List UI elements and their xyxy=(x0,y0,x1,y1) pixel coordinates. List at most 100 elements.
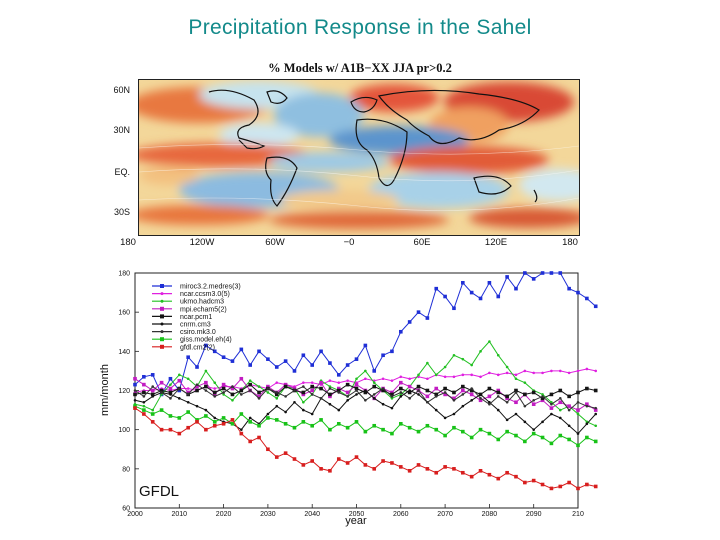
data-point xyxy=(346,395,349,398)
data-point xyxy=(372,393,376,396)
data-point xyxy=(248,439,252,444)
data-point xyxy=(426,361,429,365)
data-point xyxy=(452,306,456,311)
data-point xyxy=(523,392,527,397)
data-point xyxy=(354,455,359,459)
data-point xyxy=(443,391,447,394)
data-point xyxy=(416,310,421,314)
data-point xyxy=(452,375,456,379)
data-point xyxy=(576,432,580,435)
data-point xyxy=(576,412,580,416)
data-point xyxy=(514,377,518,381)
data-point xyxy=(310,393,314,396)
data-point xyxy=(319,397,323,400)
data-point xyxy=(425,394,430,399)
data-point xyxy=(239,347,244,352)
data-point xyxy=(328,394,332,399)
data-point xyxy=(168,386,173,391)
data-point xyxy=(266,391,270,394)
data-point xyxy=(407,320,412,324)
data-point xyxy=(204,427,208,432)
data-point xyxy=(177,416,182,420)
data-point xyxy=(310,388,314,393)
data-point xyxy=(488,402,491,406)
data-point xyxy=(231,385,234,388)
data-point xyxy=(407,384,412,389)
data-point xyxy=(461,280,465,285)
data-point xyxy=(133,404,137,408)
data-point xyxy=(593,304,598,309)
data-point xyxy=(257,349,261,354)
data-point xyxy=(514,474,518,479)
legend-item: cnrm.cm3 xyxy=(152,322,211,329)
data-point xyxy=(549,441,554,446)
data-point xyxy=(257,390,261,395)
data-point xyxy=(364,389,367,392)
data-point xyxy=(364,398,367,402)
data-point xyxy=(452,353,456,357)
y-tick-label: 80 xyxy=(122,466,130,473)
data-point xyxy=(240,428,243,431)
data-point xyxy=(443,365,447,369)
data-point xyxy=(186,387,190,390)
y-tick-label: 120 xyxy=(118,388,130,395)
x-tick-label: 2010 xyxy=(172,511,188,518)
data-point xyxy=(390,349,394,354)
x-tick-label: 2020 xyxy=(216,511,232,518)
data-point xyxy=(186,425,190,430)
data-point xyxy=(381,353,385,358)
x-tick-label: 2070 xyxy=(437,511,453,518)
coastlines xyxy=(208,89,540,207)
data-point xyxy=(531,402,536,407)
data-point xyxy=(221,421,226,426)
data-point xyxy=(230,392,235,397)
legend-label: gfdl.cm2(2) xyxy=(180,344,215,351)
legend-item: mpi.echam5(2) xyxy=(152,306,227,313)
data-point xyxy=(461,384,465,389)
data-point xyxy=(293,389,296,392)
data-point xyxy=(585,296,589,301)
data-point xyxy=(248,382,252,387)
data-point xyxy=(310,412,314,416)
data-point xyxy=(417,373,420,377)
data-point xyxy=(434,395,438,398)
data-point xyxy=(585,422,589,426)
data-point xyxy=(160,393,163,396)
legend-label: ncar.ccsm3.0(5) xyxy=(180,291,230,298)
data-point xyxy=(364,369,367,373)
data-point xyxy=(390,392,394,397)
data-point xyxy=(426,377,429,381)
data-point xyxy=(337,408,341,412)
series-group xyxy=(133,271,598,491)
legend-swatch-marker xyxy=(160,306,164,311)
data-point xyxy=(221,386,226,391)
data-point xyxy=(310,423,314,428)
data-point xyxy=(283,384,288,389)
data-point xyxy=(239,412,244,416)
data-point xyxy=(567,371,571,375)
data-point xyxy=(248,416,252,420)
data-point xyxy=(461,470,465,475)
data-point xyxy=(488,340,491,343)
data-point xyxy=(549,486,554,491)
data-point xyxy=(594,424,598,428)
data-point xyxy=(204,343,208,348)
data-point xyxy=(576,408,580,412)
legend-label: ncar.pcm1 xyxy=(180,314,212,321)
legend-label: mpi.echam5(2) xyxy=(180,306,227,313)
data-point xyxy=(531,390,536,395)
legend-label: miroc3.2.medres(3) xyxy=(180,284,241,291)
data-point xyxy=(478,398,483,403)
data-point xyxy=(514,286,518,291)
data-point xyxy=(363,390,368,395)
data-point xyxy=(363,463,368,467)
data-point xyxy=(151,408,155,412)
data-point xyxy=(346,379,349,383)
data-point xyxy=(248,420,252,424)
data-point xyxy=(399,329,403,334)
data-point xyxy=(558,271,563,275)
x-ticks: 2000 2010 2020 2030 2040 2050 2060 2070 2080 2090… xyxy=(127,511,584,518)
data-point xyxy=(301,392,306,397)
data-point xyxy=(496,388,501,393)
data-point xyxy=(531,431,536,436)
